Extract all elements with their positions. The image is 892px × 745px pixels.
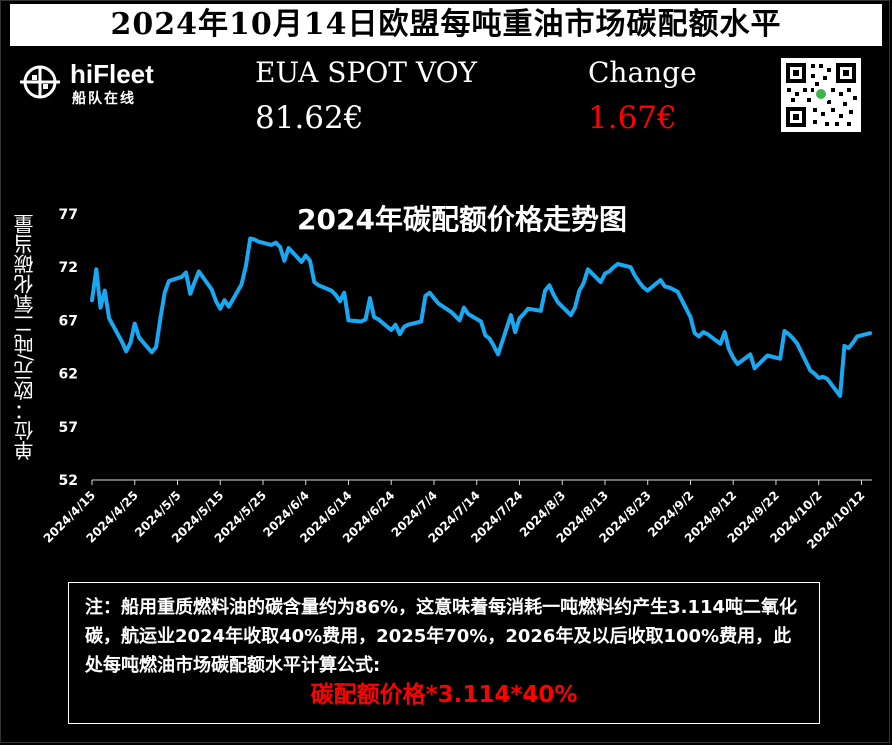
price-value: 81.62€ [255,100,364,136]
change-value: 1.67€ [588,100,677,136]
hifleet-logo: hiFleet 船队在线 [18,59,168,107]
price-label: EUA SPOT VOY [255,56,478,89]
logo-name: hiFleet [70,59,154,89]
y-tick-label: 77 [59,207,78,223]
y-tick-label: 62 [59,367,78,383]
y-tick-label: 72 [59,260,78,276]
page-title: 2024年10月14日欧盟每吨重油市场碳配额水平 [10,4,882,46]
change-label: Change [588,56,697,89]
note-text: 注：船用重质燃料油的碳含量约为86%，这意味着每消耗一吨燃料约产生3.114吨二… [85,597,798,676]
logo-subtitle: 船队在线 [72,91,136,107]
chart-title: 2024年碳配额价格走势图 [297,203,627,236]
note-box: 注：船用重质燃料油的碳含量约为86%，这意味着每消耗一吨燃料约产生3.114吨二… [68,582,820,724]
y-tick-label: 52 [59,473,78,489]
y-tick-label: 67 [59,313,78,329]
qr-code-icon [781,58,861,132]
series-line [90,236,872,398]
y-tick-label: 57 [59,420,78,436]
ship-globe-icon [20,65,60,99]
formula-text: 碳配额价格*3.114*40% [310,682,578,708]
